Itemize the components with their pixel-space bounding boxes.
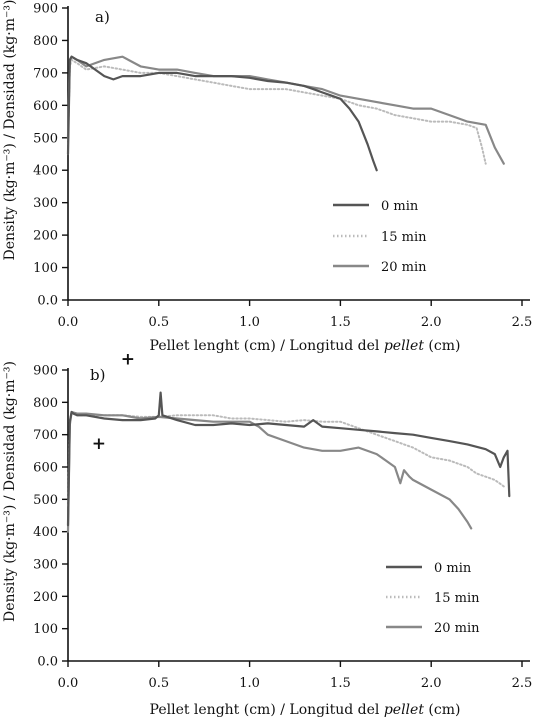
x-axis-label-italic: pellet [384, 702, 424, 718]
legend-label: 20 min [381, 260, 427, 275]
x-axis-label-start: Pellet lenght (cm) / Longitud del [150, 338, 384, 354]
legend-label: 15 min [434, 591, 480, 606]
y-tick-label: 200 [33, 229, 58, 244]
x-tick-label: 2.5 [512, 676, 533, 691]
y-tick-label: 100 [33, 261, 58, 276]
x-tick-label: 0.0 [58, 315, 79, 330]
y-axis-label: Density (kg·m⁻³) / Densidad (kg·m⁻³) [2, 0, 18, 260]
y-tick-label: 100 [33, 622, 58, 637]
y-tick-label: 200 [33, 590, 58, 605]
y-tick-label: 500 [33, 493, 58, 508]
y-tick-label: 400 [33, 525, 58, 540]
panel-label: a) [95, 8, 110, 26]
x-tick-label: 1.5 [330, 676, 351, 691]
x-axis-label: Pellet lenght (cm) / Longitud del pellet… [150, 702, 461, 718]
x-tick-label: 2.0 [421, 676, 442, 691]
x-axis-label-italic: pellet [384, 338, 424, 354]
x-tick-label: 1.0 [239, 676, 260, 691]
markers: ++ [92, 350, 135, 454]
x-axis-label-end: (cm) [424, 702, 461, 718]
y-tick-label: 300 [33, 196, 58, 211]
axes: 0.0 100 200 300 400 500 600 700 800 900 0.0 0.5 1.0 1… [33, 364, 532, 692]
x-axis-label-end: (cm) [424, 338, 461, 354]
x-axis-label-start: Pellet lenght (cm) / Longitud del [150, 702, 384, 718]
y-tick-label: 500 [33, 131, 58, 146]
series-line-20-min [66, 410, 473, 533]
y-tick-label: 600 [33, 461, 58, 476]
legend-label: 20 min [434, 621, 480, 636]
y-tick-label: 300 [33, 558, 58, 573]
series-line-0-min [66, 391, 511, 527]
series-group [66, 391, 511, 533]
chart-panel-b: b) Density (kg·m⁻³) / Densidad (kg·m⁻³) … [2, 350, 532, 718]
legend: 0 min 15 min 20 min [333, 199, 427, 275]
series-line-20-min [66, 55, 505, 165]
legend-label: 15 min [381, 230, 427, 245]
x-axis-label: Pellet lenght (cm) / Longitud del pellet… [150, 338, 461, 354]
series-group [66, 55, 505, 172]
x-tick-label: 1.5 [330, 315, 351, 330]
y-tick-label: 400 [33, 164, 58, 179]
legend-label: 0 min [434, 561, 472, 576]
x-tick-label: 0.5 [148, 676, 169, 691]
y-tick-label: 800 [33, 396, 58, 411]
y-tick-label: 900 [33, 2, 58, 17]
y-tick-label: 700 [33, 66, 58, 81]
x-tick-label: 2.5 [512, 315, 533, 330]
y-tick-label: 0.0 [37, 294, 58, 309]
y-tick-label: 700 [33, 428, 58, 443]
panel-label: b) [90, 366, 105, 384]
axes: 0.0 100 200 300 400 500 600 700 800 900 0.0 0.5 1.0 1… [33, 2, 532, 331]
x-tick-label: 0.0 [58, 676, 79, 691]
legend-label: 0 min [381, 199, 419, 214]
y-tick-label: 600 [33, 99, 58, 114]
y-tick-label: 800 [33, 34, 58, 49]
chart-panel-a: a) Density (kg·m⁻³) / Densidad (kg·m⁻³) … [2, 0, 532, 354]
series-line-15-min [67, 58, 487, 165]
y-tick-label: 0.0 [37, 655, 58, 670]
x-tick-label: 1.0 [239, 315, 260, 330]
legend: 0 min 15 min 20 min [386, 561, 480, 636]
y-axis-label: Density (kg·m⁻³) / Densidad (kg·m⁻³) [2, 361, 18, 622]
plus-marker: + [121, 350, 135, 370]
plus-marker: + [92, 434, 106, 454]
y-tick-label: 900 [33, 364, 58, 379]
x-tick-label: 0.5 [148, 315, 169, 330]
x-tick-label: 2.0 [421, 315, 442, 330]
series-line-0-min [66, 55, 378, 172]
